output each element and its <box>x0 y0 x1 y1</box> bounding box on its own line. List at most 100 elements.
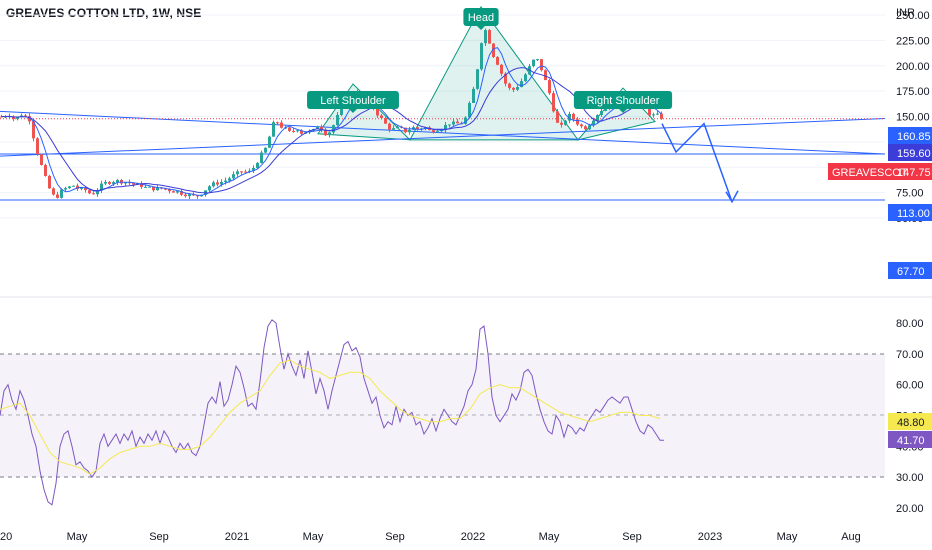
candle-body <box>476 69 479 89</box>
candle-body <box>512 87 515 90</box>
candle-body <box>596 114 599 121</box>
level-lower-badge: 67.70 <box>897 266 925 278</box>
x-tick-label: May <box>539 531 560 543</box>
candle-body <box>336 114 339 126</box>
candle-body <box>244 171 247 173</box>
candle-body <box>292 130 295 132</box>
candle-body <box>4 116 7 118</box>
candle-body <box>508 83 511 88</box>
rsi-tick-label: 60.00 <box>896 380 924 392</box>
y-tick-label: 150.00 <box>896 112 930 124</box>
candle-body <box>488 30 491 44</box>
neckline <box>0 118 886 157</box>
candle-body <box>60 189 63 198</box>
candle-body <box>172 191 175 193</box>
candle-body <box>404 127 407 133</box>
x-tick-label: Sep <box>149 531 169 543</box>
candle-body <box>120 179 123 184</box>
candle-body <box>448 124 451 126</box>
y-tick-label: 175.00 <box>896 86 930 98</box>
chart-title: GREAVES COTTON LTD, 1W, NSE <box>6 6 202 20</box>
candle-body <box>80 187 83 189</box>
candle-body <box>660 113 663 119</box>
candle-body <box>328 132 331 136</box>
candle-body <box>408 129 411 133</box>
candle-body <box>300 130 303 134</box>
candle-body <box>256 162 259 168</box>
candle-body <box>592 120 595 126</box>
candle-body <box>480 43 483 70</box>
annotation-bg <box>573 91 673 109</box>
candle-body <box>132 183 135 185</box>
rsi-ma-line <box>0 359 661 475</box>
candle-body <box>456 121 459 124</box>
ma-layer <box>1 47 662 196</box>
ma2-badge-bg <box>888 144 932 161</box>
candle-body <box>452 121 455 125</box>
candle-body <box>112 182 115 184</box>
candle-body <box>580 124 583 127</box>
candle-body <box>444 124 447 130</box>
candle-body <box>588 125 591 130</box>
candle-body <box>148 186 151 188</box>
annotation-bg <box>463 8 499 26</box>
candle-body <box>64 188 67 190</box>
candle-body <box>536 59 539 61</box>
ma1-badge: 160.85 <box>897 131 931 143</box>
candle-body <box>524 74 527 82</box>
candle-body <box>264 147 267 153</box>
x-tick-label: 2022 <box>461 531 485 543</box>
candle-body <box>464 117 467 124</box>
candle-body <box>52 188 55 195</box>
candle-body <box>296 130 299 132</box>
candle-body <box>216 182 219 185</box>
projection-path <box>661 122 733 203</box>
candle-body <box>384 118 387 124</box>
candle-body <box>36 138 39 155</box>
currency-label: INR <box>896 7 915 19</box>
candle-body <box>276 122 279 124</box>
candle-body <box>520 81 523 88</box>
projection-arrowhead <box>725 190 739 204</box>
ma-slow-line <box>1 67 662 194</box>
candle-body <box>656 113 659 115</box>
annotation-label: Right Shoulder <box>587 95 660 107</box>
candle-body <box>500 64 503 74</box>
annotation-label: Left Shoulder <box>320 95 386 107</box>
candle-body <box>152 186 155 191</box>
candle-body <box>652 114 655 116</box>
candle-body <box>156 187 159 191</box>
candle-body <box>544 70 547 81</box>
candle-body <box>560 122 563 125</box>
x-tick-label: 20 <box>0 531 12 543</box>
level-upper-badge-bg <box>888 204 932 221</box>
annotation-pointer <box>619 109 627 113</box>
candle-body <box>324 129 327 136</box>
candle-body <box>320 126 323 130</box>
price-badge: 147.75 <box>897 167 931 179</box>
candle-body <box>432 130 435 133</box>
candle-body <box>232 174 235 179</box>
annotation-right-shoulder: Right Shoulder <box>573 91 673 113</box>
x-tick-label: 2021 <box>225 531 249 543</box>
rsi-tick-label: 70.00 <box>896 349 924 361</box>
candle-body <box>104 181 107 184</box>
candle-body <box>224 180 227 182</box>
x-axis: 20 May Sep 2021 May Sep 2022 May Sep 2023 May Aug <box>0 531 861 543</box>
annotation-left-shoulder: Left Shoulder <box>307 91 399 113</box>
candle-body <box>48 175 51 189</box>
ma1-badge-bg <box>888 127 932 144</box>
candle-body <box>220 181 223 185</box>
candle-body <box>280 122 283 128</box>
annotation-pointer <box>477 26 485 30</box>
candle-body <box>268 136 271 148</box>
candle-body <box>92 193 95 195</box>
candle-body <box>164 188 167 190</box>
grid <box>0 14 885 219</box>
y-tick-label: 75.00 <box>896 188 924 200</box>
candle-body <box>140 183 143 187</box>
candle-body <box>572 113 575 120</box>
candle-body <box>288 127 291 131</box>
candle-body <box>168 189 171 192</box>
annotation-pointer <box>349 109 357 113</box>
